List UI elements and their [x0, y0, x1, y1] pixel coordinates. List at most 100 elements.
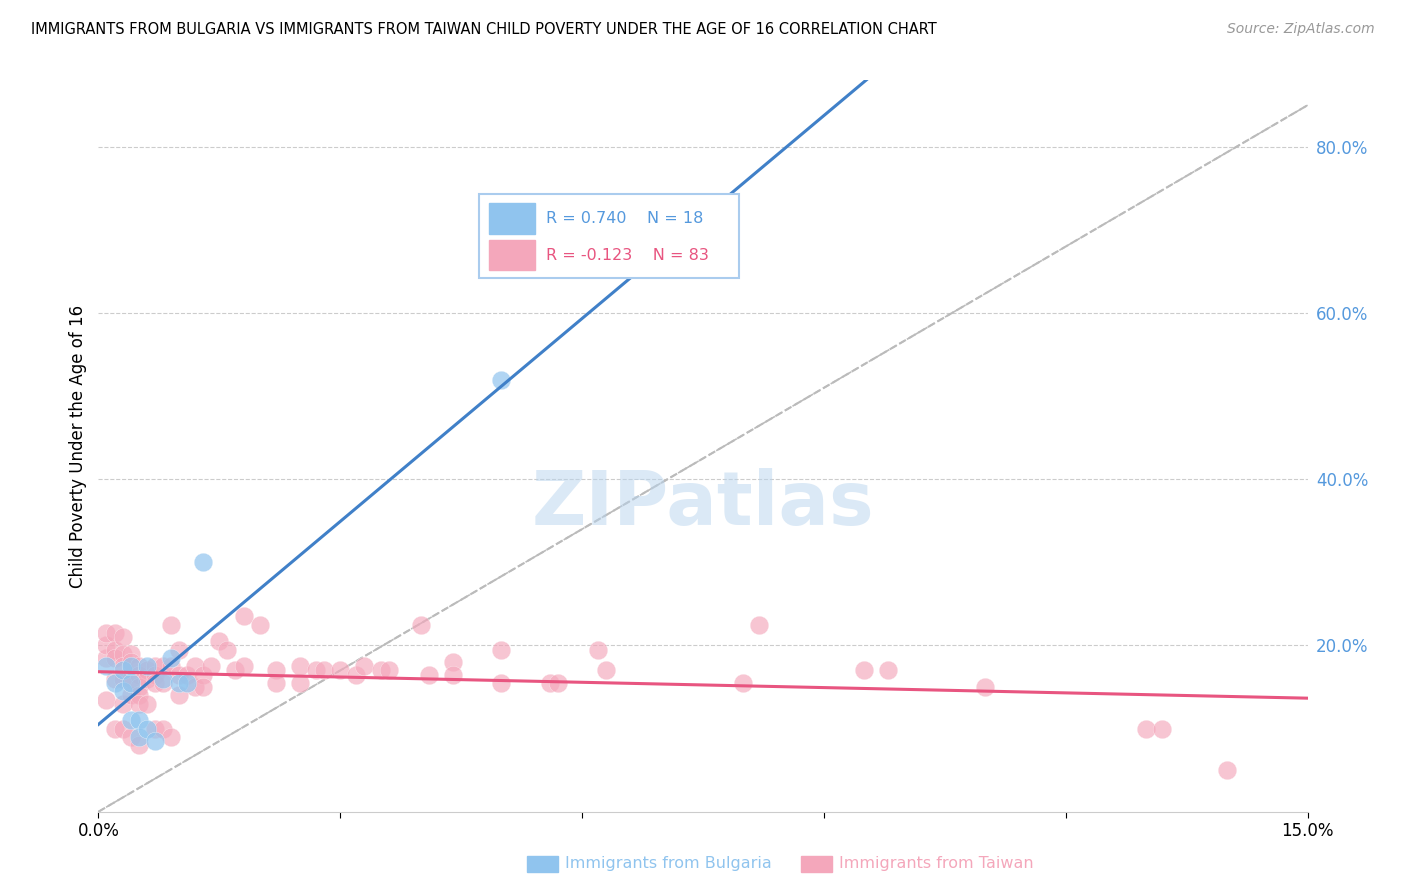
Point — [547, 676, 569, 690]
Point — [120, 659, 142, 673]
Text: Source: ZipAtlas.com: Source: ZipAtlas.com — [1227, 22, 1375, 37]
Point — [128, 738, 150, 752]
Text: ZIPatlas: ZIPatlas — [531, 468, 875, 541]
Point — [167, 689, 190, 703]
Point — [160, 730, 183, 744]
Point — [160, 617, 183, 632]
Point — [167, 667, 190, 681]
Point — [120, 647, 142, 661]
Point — [96, 639, 118, 653]
Point — [974, 680, 997, 694]
Text: Immigrants from Bulgaria: Immigrants from Bulgaria — [565, 856, 772, 871]
Point — [176, 676, 198, 690]
Point — [264, 676, 287, 690]
Point — [441, 667, 464, 681]
Point — [232, 609, 254, 624]
Point — [120, 676, 142, 690]
Point — [877, 664, 900, 678]
Point — [128, 659, 150, 673]
Point — [184, 659, 207, 673]
Point — [103, 722, 125, 736]
Point — [96, 626, 118, 640]
Point — [1135, 722, 1157, 736]
Point — [160, 659, 183, 673]
Point — [491, 372, 513, 386]
Text: Immigrants from Taiwan: Immigrants from Taiwan — [839, 856, 1033, 871]
Point — [288, 676, 311, 690]
Point — [103, 672, 125, 686]
Point — [111, 697, 134, 711]
Point — [249, 617, 271, 632]
Point — [120, 714, 142, 728]
Point — [167, 642, 190, 657]
Point — [111, 684, 134, 698]
Point — [748, 617, 770, 632]
FancyBboxPatch shape — [479, 194, 740, 277]
Point — [264, 664, 287, 678]
Point — [538, 676, 561, 690]
Text: IMMIGRANTS FROM BULGARIA VS IMMIGRANTS FROM TAIWAN CHILD POVERTY UNDER THE AGE O: IMMIGRANTS FROM BULGARIA VS IMMIGRANTS F… — [31, 22, 936, 37]
Point — [353, 659, 375, 673]
Text: R = -0.123    N = 83: R = -0.123 N = 83 — [546, 248, 709, 262]
Point — [103, 626, 125, 640]
Point — [595, 664, 617, 678]
Point — [135, 672, 157, 686]
Point — [135, 697, 157, 711]
Point — [120, 689, 142, 703]
Point — [128, 680, 150, 694]
Point — [314, 664, 336, 678]
Point — [143, 676, 166, 690]
Bar — [489, 203, 534, 234]
Point — [96, 692, 118, 706]
Point — [120, 655, 142, 669]
Point — [111, 659, 134, 673]
Point — [193, 555, 215, 569]
Point — [370, 664, 392, 678]
Point — [305, 664, 328, 678]
Point — [103, 651, 125, 665]
Point — [184, 680, 207, 694]
Point — [152, 722, 174, 736]
Point — [152, 659, 174, 673]
Point — [344, 667, 367, 681]
Point — [853, 664, 876, 678]
Point — [96, 651, 118, 665]
Point — [377, 664, 399, 678]
Point — [329, 664, 352, 678]
Point — [120, 730, 142, 744]
Point — [128, 697, 150, 711]
Point — [418, 667, 440, 681]
Point — [143, 722, 166, 736]
Point — [224, 664, 246, 678]
Point — [288, 659, 311, 673]
Point — [1152, 722, 1174, 736]
Point — [103, 642, 125, 657]
Point — [409, 617, 432, 632]
Point — [135, 664, 157, 678]
Point — [143, 659, 166, 673]
Point — [135, 722, 157, 736]
Point — [143, 734, 166, 748]
Point — [111, 672, 134, 686]
Point — [135, 659, 157, 673]
Point — [103, 676, 125, 690]
Point — [111, 722, 134, 736]
Point — [176, 667, 198, 681]
Point — [96, 659, 118, 673]
Point — [152, 672, 174, 686]
Bar — [489, 240, 534, 270]
Point — [733, 676, 755, 690]
Point — [128, 730, 150, 744]
Point — [160, 651, 183, 665]
Point — [441, 655, 464, 669]
Y-axis label: Child Poverty Under the Age of 16: Child Poverty Under the Age of 16 — [69, 304, 87, 588]
Point — [208, 634, 231, 648]
Point — [152, 676, 174, 690]
Point — [128, 689, 150, 703]
Text: R = 0.740    N = 18: R = 0.740 N = 18 — [546, 211, 703, 226]
Point — [120, 672, 142, 686]
Point — [167, 676, 190, 690]
Point — [1216, 763, 1239, 777]
Point — [193, 667, 215, 681]
Point — [111, 647, 134, 661]
